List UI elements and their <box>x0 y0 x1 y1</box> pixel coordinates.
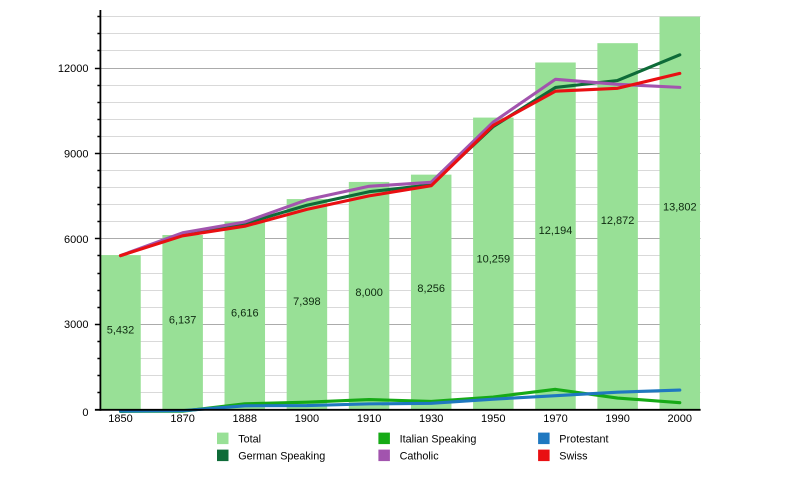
svg-text:6,616: 6,616 <box>231 307 259 319</box>
svg-text:1930: 1930 <box>419 413 443 425</box>
svg-text:2000: 2000 <box>668 413 692 425</box>
svg-text:8,000: 8,000 <box>355 287 383 299</box>
svg-text:12,872: 12,872 <box>601 215 635 227</box>
svg-text:6,137: 6,137 <box>169 314 197 326</box>
svg-text:1870: 1870 <box>170 413 194 425</box>
svg-text:6000: 6000 <box>64 234 88 246</box>
svg-text:1850: 1850 <box>108 413 132 425</box>
svg-text:10,259: 10,259 <box>476 254 510 266</box>
svg-text:Catholic: Catholic <box>400 450 440 462</box>
svg-text:Protestant: Protestant <box>559 433 608 445</box>
svg-text:7,398: 7,398 <box>293 296 321 308</box>
svg-text:1990: 1990 <box>605 413 629 425</box>
svg-text:1900: 1900 <box>295 413 319 425</box>
svg-text:12000: 12000 <box>58 63 89 75</box>
svg-text:5,432: 5,432 <box>107 325 135 337</box>
svg-text:8,256: 8,256 <box>417 283 445 295</box>
svg-text:German Speaking: German Speaking <box>238 450 325 462</box>
svg-text:Swiss: Swiss <box>559 450 588 462</box>
svg-text:1970: 1970 <box>543 413 567 425</box>
svg-text:Italian Speaking: Italian Speaking <box>400 433 477 445</box>
svg-text:0: 0 <box>82 407 88 419</box>
svg-text:Total: Total <box>238 433 261 445</box>
svg-text:1910: 1910 <box>357 413 381 425</box>
svg-text:1950: 1950 <box>481 413 505 425</box>
svg-text:12,194: 12,194 <box>539 225 573 237</box>
svg-text:13,802: 13,802 <box>663 202 697 214</box>
svg-text:3000: 3000 <box>64 319 88 331</box>
svg-text:9000: 9000 <box>64 148 88 160</box>
svg-text:1888: 1888 <box>233 413 257 425</box>
